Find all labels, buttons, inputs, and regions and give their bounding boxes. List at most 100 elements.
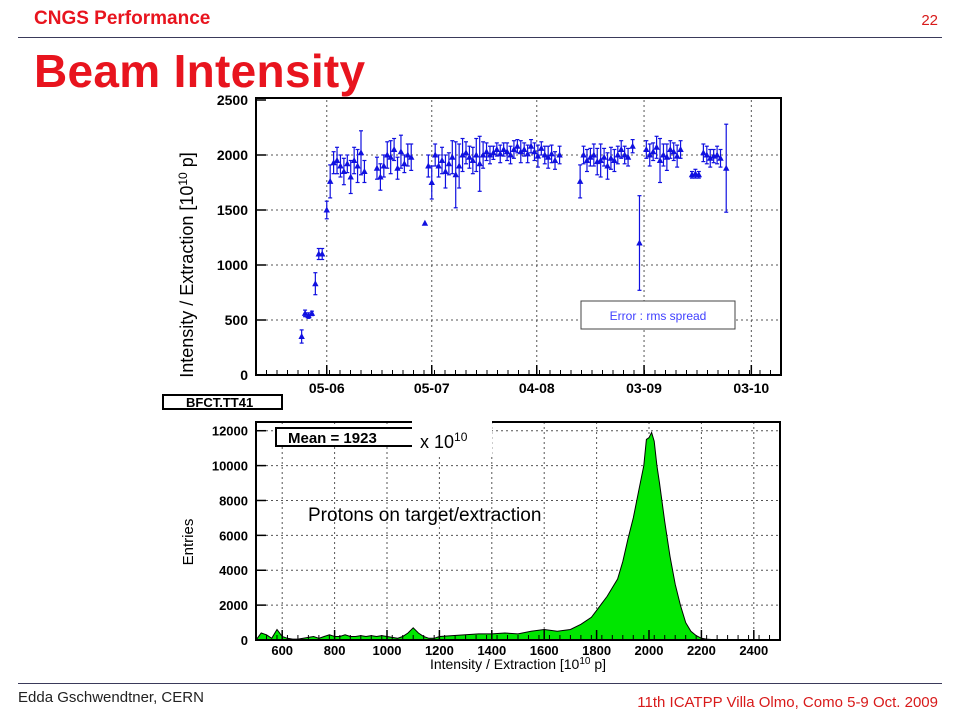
data-point (452, 141, 459, 209)
x-tick-label: 1600 (530, 643, 559, 658)
triangle-marker (397, 148, 405, 155)
data-point (312, 272, 319, 296)
triangle-marker (597, 157, 604, 163)
y-tick-labels-bot: 0 2000 4000 6000 8000 10000 12000 (212, 424, 266, 648)
triangle-marker (527, 142, 535, 149)
data-point (677, 140, 684, 159)
xlabel-bot: Intensity / Extraction [1010 p] (430, 656, 606, 672)
triangle-marker (390, 146, 398, 152)
x-tick-label: 05-07 (414, 380, 450, 396)
triangle-marker (428, 179, 435, 185)
data-point (646, 143, 653, 167)
triangle-marker (514, 142, 521, 149)
y-tick-label: 2500 (217, 92, 248, 108)
data-point (318, 247, 326, 261)
triangle-marker (449, 153, 456, 160)
triangle-marker (350, 157, 358, 163)
x-tick-label: 05-06 (309, 380, 345, 396)
triangle-marker (384, 151, 391, 158)
data-point (583, 148, 591, 173)
data-point (347, 159, 354, 195)
triangle-marker (479, 151, 487, 158)
triangle-marker (344, 160, 351, 167)
triangle-marker (695, 171, 703, 178)
data-point (597, 143, 604, 178)
y-tick-label: 10000 (212, 459, 248, 474)
triangle-marker (438, 157, 446, 163)
triangle-marker (624, 153, 632, 160)
triangle-marker (387, 153, 394, 160)
footer-conference: 11th ICATPP Villa Olmo, Como 5-9 Oct. 20… (637, 694, 938, 711)
data-point (524, 144, 531, 164)
data-point (707, 148, 714, 168)
data-point (380, 154, 388, 178)
triangle-marker (607, 154, 615, 161)
unit-note-bg (412, 420, 492, 456)
x-tick-labels-bot: 600 800 1000 1200 1400 1600 1800 2000 2200 2400 (255, 630, 781, 658)
triangle-marker (497, 150, 504, 157)
data-point (305, 312, 312, 319)
data-point (490, 145, 497, 161)
triangle-marker (445, 160, 453, 167)
triangle-marker (308, 309, 316, 316)
triangle-marker (452, 171, 459, 178)
triangle-marker (703, 151, 711, 158)
legend-label: BFCT.TT41 (186, 395, 253, 410)
data-point (510, 140, 518, 159)
data-point (713, 145, 721, 165)
data-point (340, 157, 348, 186)
data-point (531, 142, 538, 162)
data-point (435, 154, 442, 178)
data-point (445, 152, 453, 176)
data-point (308, 309, 316, 317)
data-point (483, 142, 490, 162)
data-point (466, 145, 473, 169)
plot-frame-bot (255, 421, 781, 641)
triangle-marker (380, 162, 388, 169)
triangle-marker (611, 157, 618, 163)
data-point (357, 130, 365, 176)
data-point (459, 137, 466, 173)
data-point (636, 195, 643, 291)
triangle-marker (700, 149, 707, 156)
data-point (667, 140, 674, 159)
data-point (330, 151, 337, 175)
triangle-marker (510, 146, 518, 152)
intensity-histogram-chart: Entries 0 2000 4000 6000 8000 10000 12000 600 8… (180, 420, 781, 672)
data-point (469, 146, 477, 175)
data-point (514, 138, 521, 154)
triangle-marker (323, 206, 330, 213)
triangle-marker (548, 150, 555, 157)
data-point (544, 145, 552, 169)
x-tick-label: 1000 (373, 643, 402, 658)
triangle-marker (723, 164, 730, 171)
triangle-marker (435, 162, 442, 169)
triangle-marker (629, 142, 636, 149)
triangle-marker (408, 153, 415, 160)
triangle-marker (503, 148, 511, 155)
data-point (442, 154, 449, 189)
data-point (500, 142, 507, 157)
data-point (397, 134, 405, 169)
triangle-marker (600, 153, 608, 160)
triangle-marker (442, 168, 449, 174)
triangle-marker (493, 146, 501, 152)
triangle-marker (466, 153, 473, 160)
triangle-marker (643, 146, 650, 152)
footer-divider (18, 683, 942, 684)
triangle-marker (667, 146, 674, 152)
triangle-marker (490, 149, 497, 156)
data-point (497, 144, 504, 164)
data-point (717, 148, 724, 168)
data-point (390, 137, 398, 162)
data-point (361, 159, 368, 184)
data-point (449, 140, 456, 175)
legend-label-box: BFCT.TT41 (162, 394, 283, 410)
triangle-marker (318, 250, 326, 257)
data-point (473, 137, 480, 173)
y-tick-label: 2000 (219, 598, 248, 613)
triangle-marker (377, 173, 384, 180)
x-tick-label: 03-10 (733, 380, 769, 396)
stat-box: Mean = 1923 (275, 427, 417, 447)
triangle-marker (431, 151, 439, 158)
